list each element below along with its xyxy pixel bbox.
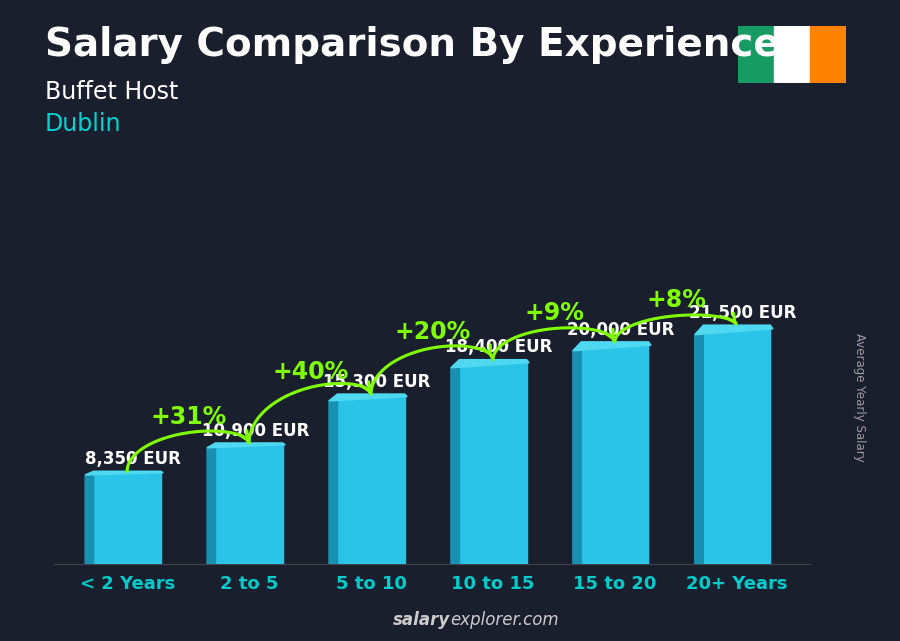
Text: 15,300 EUR: 15,300 EUR — [323, 373, 431, 391]
Text: Buffet Host: Buffet Host — [45, 80, 178, 104]
Polygon shape — [459, 360, 526, 564]
Text: explorer.com: explorer.com — [450, 611, 559, 629]
Polygon shape — [86, 471, 163, 475]
Polygon shape — [207, 443, 216, 564]
Polygon shape — [94, 471, 161, 564]
Polygon shape — [207, 443, 285, 448]
Bar — [810, 26, 846, 83]
Text: 10,900 EUR: 10,900 EUR — [202, 422, 309, 440]
Polygon shape — [572, 342, 651, 351]
Polygon shape — [451, 360, 529, 368]
Text: Average Yearly Salary: Average Yearly Salary — [853, 333, 866, 462]
Text: Dublin: Dublin — [45, 112, 122, 136]
Polygon shape — [581, 342, 648, 564]
Polygon shape — [338, 394, 405, 564]
Polygon shape — [86, 471, 94, 564]
Polygon shape — [572, 342, 581, 564]
Text: salary: salary — [392, 611, 450, 629]
Text: +31%: +31% — [151, 405, 227, 429]
Polygon shape — [695, 325, 773, 335]
Text: 18,400 EUR: 18,400 EUR — [446, 338, 553, 356]
Polygon shape — [329, 394, 338, 564]
Text: +20%: +20% — [395, 320, 471, 344]
Text: +8%: +8% — [647, 288, 707, 312]
Polygon shape — [216, 443, 283, 564]
Bar — [774, 26, 810, 83]
Text: 21,500 EUR: 21,500 EUR — [689, 304, 796, 322]
Text: Salary Comparison By Experience: Salary Comparison By Experience — [45, 26, 779, 63]
Bar — [738, 26, 774, 83]
Polygon shape — [695, 325, 703, 564]
Text: +9%: +9% — [525, 301, 585, 325]
Polygon shape — [451, 360, 459, 564]
Text: 8,350 EUR: 8,350 EUR — [86, 450, 181, 468]
Text: +40%: +40% — [273, 360, 349, 384]
Text: 20,000 EUR: 20,000 EUR — [567, 320, 675, 338]
Polygon shape — [703, 325, 770, 564]
Polygon shape — [329, 394, 407, 401]
